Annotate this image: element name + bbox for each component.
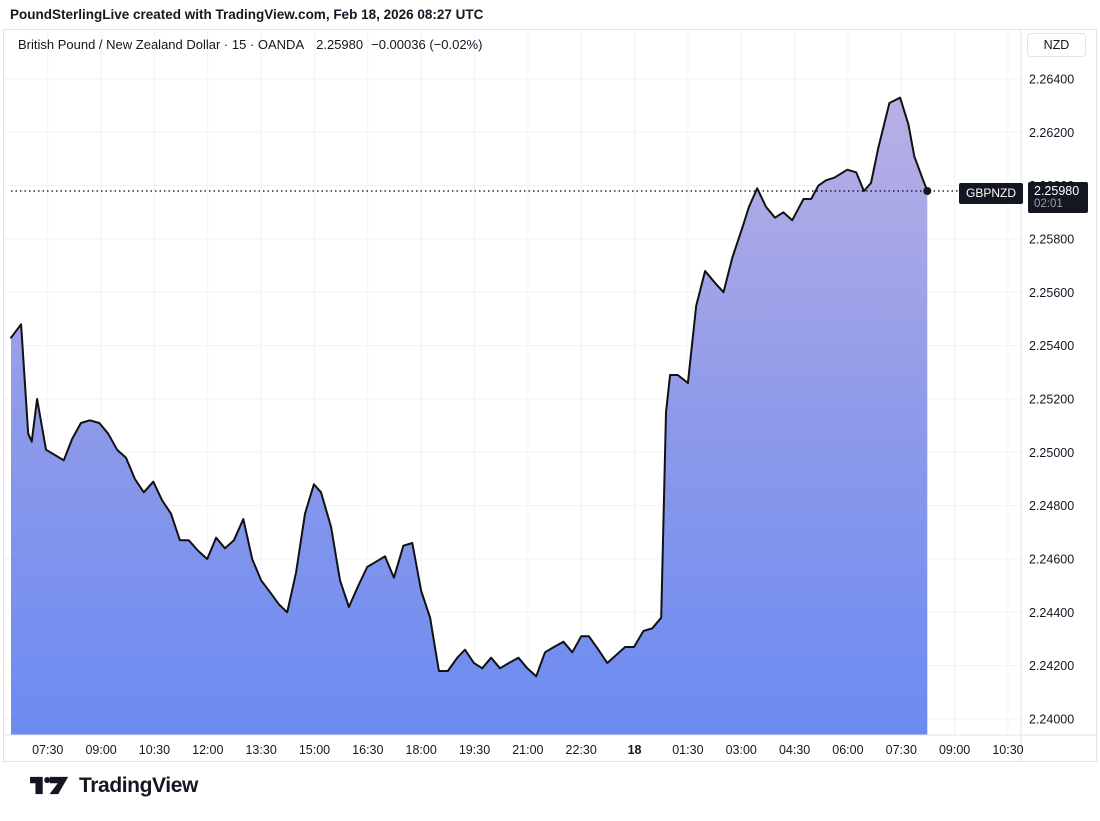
x-axis-label: 03:00 (726, 743, 757, 757)
x-axis-label: 16:30 (352, 743, 383, 757)
last-price-symbol-tag: GBPNZD (959, 183, 1023, 204)
price-line (10, 96, 929, 678)
last-price-dot (923, 187, 932, 195)
x-axis-label: 15:00 (299, 743, 330, 757)
x-axis-label: 10:30 (992, 743, 1023, 757)
area-fill (11, 97, 928, 735)
y-axis-label: 2.25800 (1029, 233, 1074, 247)
x-axis-label: 21:00 (512, 743, 543, 757)
y-axis-label: 2.26200 (1029, 126, 1074, 140)
y-axis-label: 2.24400 (1029, 606, 1074, 620)
x-axis-label: 04:30 (779, 743, 810, 757)
y-axis-label: 2.26400 (1029, 73, 1074, 87)
x-axis-label: 18 (628, 743, 642, 757)
y-axis-label: 2.24600 (1029, 553, 1074, 567)
x-axis-label: 12:00 (192, 743, 223, 757)
x-axis-label: 22:30 (566, 743, 597, 757)
legend-change: −0.00036 (−0.02%) (371, 37, 483, 52)
x-axis-label: 07:30 (886, 743, 917, 757)
x-axis-label: 06:00 (832, 743, 863, 757)
x-axis-label: 01:30 (672, 743, 703, 757)
x-axis-label: 19:30 (459, 743, 490, 757)
x-axis-label: 09:00 (85, 743, 116, 757)
y-axis-label: 2.25600 (1029, 286, 1074, 300)
x-axis-label: 18:00 (406, 743, 437, 757)
y-axis-label: 2.25200 (1029, 393, 1074, 407)
currency-button[interactable]: NZD (1027, 33, 1086, 57)
tradingview-wordmark: TradingView (79, 774, 198, 797)
chart-widget: 2.264002.262002.260002.258002.256002.254… (3, 29, 1097, 762)
y-axis-label: 2.24200 (1029, 659, 1074, 673)
x-axis-label: 10:30 (139, 743, 170, 757)
tradingview-logo[interactable]: TradingView (30, 774, 198, 798)
last-price-value: 2.25980 (1034, 184, 1080, 198)
symbol-title: British Pound / New Zealand Dollar · 15 … (18, 37, 305, 52)
y-axis-label: 2.24000 (1029, 713, 1074, 727)
chart-legend: British Pound / New Zealand Dollar · 15 … (18, 37, 482, 52)
x-axis-label: 13:30 (245, 743, 276, 757)
tradingview-logo-icon (30, 776, 69, 795)
bar-countdown: 02:01 (1034, 198, 1063, 210)
y-axis-label: 2.25000 (1029, 446, 1074, 460)
x-axis-label: 07:30 (32, 743, 63, 757)
chart-canvas[interactable]: 2.264002.262002.260002.258002.256002.254… (4, 30, 1096, 761)
attribution-text: PoundSterlingLive created with TradingVi… (10, 7, 484, 22)
last-price-box: 2.25980 02:01 (1028, 182, 1088, 213)
y-axis-label: 2.24800 (1029, 499, 1074, 513)
legend-last-price: 2.25980 (316, 37, 364, 52)
y-axis-label: 2.25400 (1029, 339, 1074, 353)
x-axis-label: 09:00 (939, 743, 970, 757)
